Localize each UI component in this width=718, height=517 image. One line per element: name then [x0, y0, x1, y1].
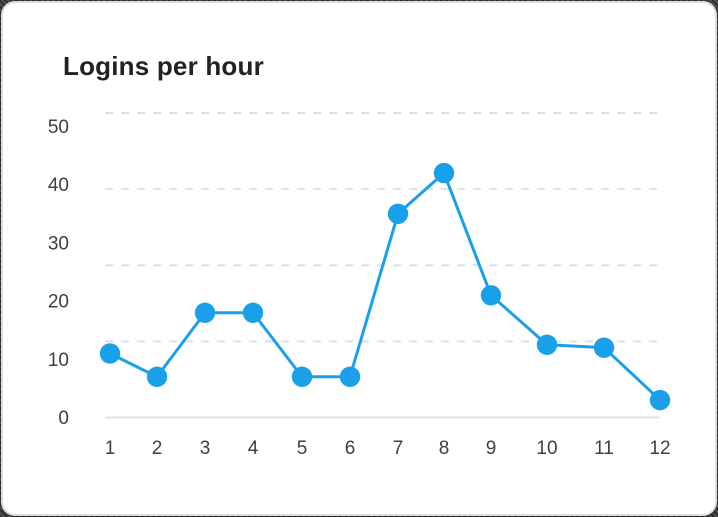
y-tick-label: 10: [48, 350, 69, 371]
data-point[interactable]: [536, 334, 558, 355]
x-tick-label: 1: [105, 438, 116, 459]
data-point[interactable]: [387, 203, 409, 224]
x-tick-label: 12: [649, 438, 670, 459]
y-tick-label: 50: [48, 117, 69, 138]
x-tick-label: 10: [536, 438, 557, 459]
y-tick-label: 40: [48, 175, 69, 196]
x-tick-label: 5: [297, 438, 308, 459]
chart-title: Logins per hour: [63, 51, 264, 81]
data-point[interactable]: [649, 389, 671, 411]
data-point[interactable]: [593, 337, 615, 358]
data-point[interactable]: [194, 302, 216, 323]
data-point[interactable]: [291, 366, 313, 387]
data-point[interactable]: [99, 343, 121, 364]
x-tick-label: 9: [486, 438, 497, 459]
data-line: [108, 171, 662, 402]
data-point[interactable]: [433, 162, 455, 184]
data-point[interactable]: [339, 366, 361, 387]
x-tick-label: 6: [345, 438, 356, 459]
data-point[interactable]: [242, 302, 264, 323]
data-point[interactable]: [146, 366, 168, 387]
y-tick-label: 0: [58, 408, 69, 429]
x-tick-label: 8: [439, 438, 450, 459]
x-tick-label: 4: [248, 438, 259, 459]
x-tick-label: 7: [393, 438, 404, 459]
y-tick-label: 30: [48, 233, 69, 254]
x-tick-label: 2: [152, 438, 163, 459]
x-tick-label: 3: [200, 438, 211, 459]
data-point[interactable]: [480, 285, 502, 306]
y-tick-label: 20: [48, 292, 69, 313]
x-tick-label: 11: [594, 438, 614, 459]
